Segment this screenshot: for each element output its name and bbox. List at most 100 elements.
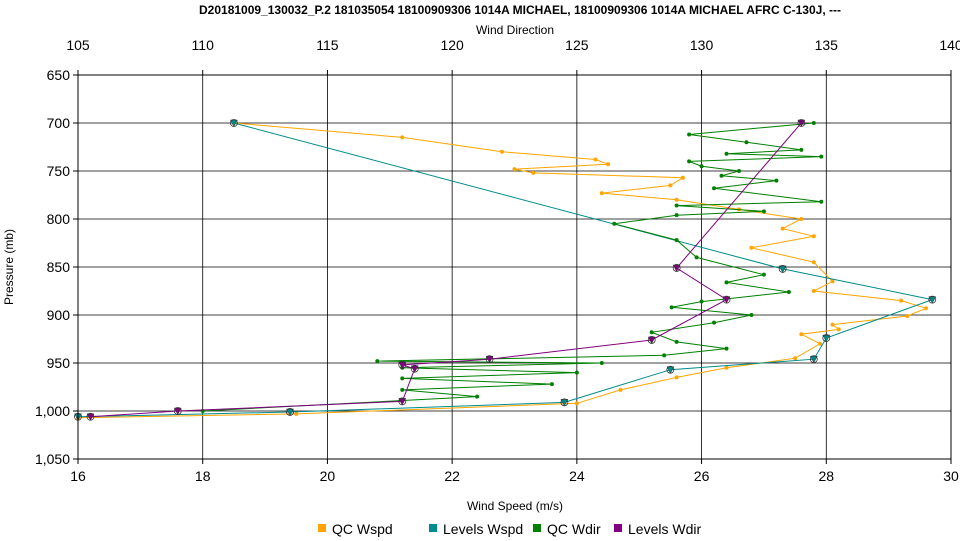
level-marker	[410, 364, 419, 373]
level-marker	[666, 365, 675, 374]
data-point	[811, 234, 816, 239]
level-marker	[86, 412, 95, 421]
data-point	[674, 238, 679, 243]
data-point	[809, 355, 818, 364]
y-tick-label: 700	[47, 115, 71, 131]
y-tick-label: 650	[47, 67, 71, 83]
y-tick-label: 750	[47, 163, 71, 179]
data-point	[687, 132, 692, 137]
data-point	[928, 296, 937, 304]
ticks: 16 18 20 22 24 26 28 30 105 110 115 120 125 130 135 140…	[35, 37, 960, 484]
data-point	[86, 413, 95, 421]
data-point	[618, 387, 623, 392]
y-axis-title: Pressure (mb)	[2, 229, 16, 305]
x2-tick-label: 135	[815, 37, 839, 53]
data-point	[674, 203, 679, 208]
level-marker	[398, 361, 407, 369]
x2-tick-label: 130	[690, 37, 714, 53]
data-point	[749, 313, 754, 317]
x-tick-label: 22	[444, 468, 460, 484]
legend-label: Levels Wspd	[443, 521, 523, 537]
data-point	[724, 346, 729, 351]
data-point	[647, 336, 656, 344]
bottom-axis-title: Wind Speed (m/s)	[467, 499, 563, 513]
data-point	[749, 245, 754, 250]
legend: QC Wspd Levels Wspd QC Wdir Levels Wdir	[318, 521, 701, 537]
data-point	[786, 289, 791, 294]
x-tick-label: 26	[694, 468, 710, 484]
series-line	[77, 122, 935, 418]
x-tick-label: 16	[70, 468, 86, 484]
series-line	[90, 122, 802, 418]
data-point	[531, 170, 536, 175]
top-axis-title: Wind Direction	[476, 23, 554, 37]
series-layer	[74, 119, 937, 421]
data-point	[722, 296, 731, 304]
data-point	[500, 149, 505, 154]
data-point	[712, 186, 717, 191]
data-point	[699, 299, 704, 304]
legend-swatch	[614, 524, 622, 532]
data-point	[799, 147, 804, 152]
legend-label: QC Wspd	[332, 521, 393, 537]
data-point	[799, 217, 804, 221]
y-tick-label: 850	[47, 259, 71, 275]
data-point	[375, 359, 380, 364]
legend-swatch	[318, 524, 326, 532]
data-point	[674, 197, 679, 202]
legend-swatch	[429, 524, 437, 532]
level-marker	[560, 398, 569, 407]
data-point	[830, 322, 835, 327]
data-point	[712, 320, 717, 325]
data-point	[666, 366, 675, 374]
data-point	[694, 255, 699, 260]
data-point	[606, 162, 611, 167]
data-point	[398, 398, 407, 406]
data-point	[780, 226, 785, 231]
data-point	[599, 361, 604, 365]
data-point	[398, 361, 407, 369]
x2-tick-label: 125	[565, 37, 589, 53]
data-point	[724, 280, 729, 285]
data-point	[680, 175, 685, 180]
data-point	[924, 306, 929, 311]
level-marker	[809, 355, 818, 364]
data-point	[822, 334, 831, 343]
data-point	[674, 375, 679, 380]
level-marker	[485, 355, 494, 364]
series-line	[77, 122, 928, 419]
level-marker	[928, 295, 937, 304]
data-point	[799, 332, 804, 337]
data-point	[599, 191, 604, 196]
level-marker	[797, 119, 806, 127]
data-point	[560, 399, 569, 407]
data-point	[475, 394, 480, 399]
data-point	[173, 407, 182, 416]
y-tick-label: 1,050	[35, 451, 70, 467]
data-point	[662, 353, 667, 358]
x-tick-label: 18	[195, 468, 211, 484]
data-point	[819, 199, 824, 204]
level-marker	[778, 265, 787, 273]
level-marker	[672, 264, 681, 272]
x2-tick-label: 105	[66, 37, 90, 53]
y-tick-label: 900	[47, 307, 71, 323]
level-marker	[822, 334, 831, 342]
data-point	[811, 289, 816, 293]
level-marker	[173, 407, 182, 415]
data-point	[400, 135, 405, 140]
x2-tick-label: 110	[192, 37, 215, 53]
data-point	[736, 169, 741, 173]
level-marker	[229, 119, 238, 127]
x2-tick-label: 115	[316, 37, 339, 53]
level-marker	[286, 408, 294, 416]
data-point	[724, 151, 729, 156]
data-point	[819, 154, 824, 159]
data-point	[811, 121, 816, 125]
data-point	[797, 119, 806, 128]
data-point	[778, 265, 787, 273]
data-point	[612, 221, 617, 226]
x2-tick-label: 140	[939, 37, 960, 53]
legend-label: Levels Wdir	[628, 521, 701, 537]
